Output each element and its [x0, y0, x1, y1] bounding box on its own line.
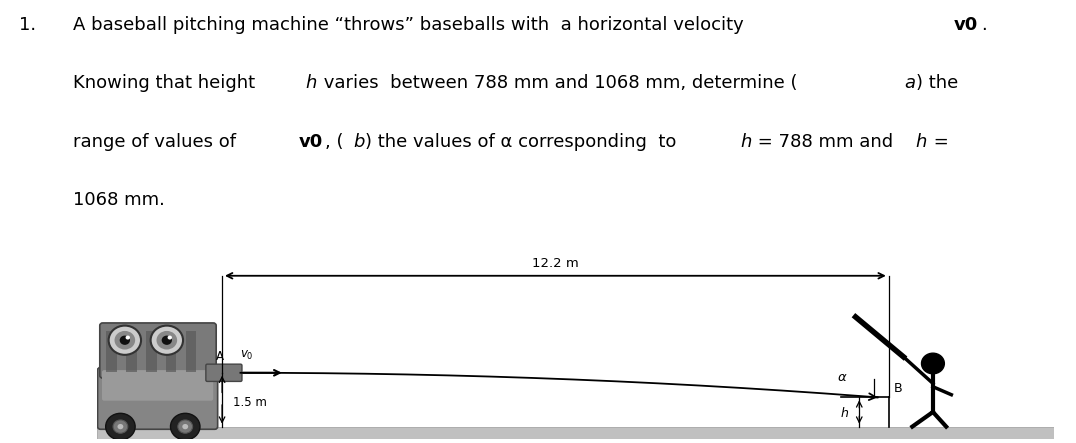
Text: ) the values of α corresponding  to: ) the values of α corresponding to: [365, 133, 682, 151]
Circle shape: [921, 353, 945, 374]
FancyBboxPatch shape: [98, 368, 217, 429]
Text: A: A: [216, 350, 224, 363]
Circle shape: [105, 413, 136, 440]
Bar: [186, 331, 196, 372]
Text: h: h: [916, 133, 928, 151]
Text: Knowing that height: Knowing that height: [73, 74, 261, 93]
Text: h: h: [840, 407, 849, 420]
Bar: [97, 427, 1054, 439]
Circle shape: [113, 420, 128, 433]
Text: b: b: [353, 133, 365, 151]
Circle shape: [117, 424, 124, 429]
Circle shape: [151, 326, 183, 355]
Circle shape: [178, 420, 193, 433]
FancyBboxPatch shape: [102, 370, 213, 400]
Text: $v_0$: $v_0$: [241, 349, 254, 362]
Circle shape: [182, 424, 188, 429]
Bar: [166, 331, 176, 372]
Text: 1.: 1.: [19, 16, 37, 34]
Circle shape: [156, 331, 178, 350]
Text: α: α: [837, 371, 846, 384]
Text: a: a: [904, 74, 915, 93]
Circle shape: [119, 336, 130, 345]
Circle shape: [109, 326, 141, 355]
Text: h: h: [740, 133, 752, 151]
Bar: [146, 331, 156, 372]
FancyBboxPatch shape: [100, 323, 216, 378]
Text: 1068 mm.: 1068 mm.: [73, 191, 165, 210]
Circle shape: [126, 336, 130, 340]
Circle shape: [168, 336, 172, 340]
Text: v0: v0: [299, 133, 324, 151]
Text: v0: v0: [953, 16, 978, 34]
FancyBboxPatch shape: [206, 364, 242, 381]
Text: .: .: [981, 16, 987, 34]
Text: ) the: ) the: [916, 74, 958, 93]
Text: A baseball pitching machine “throws” baseballs with  a horizontal velocity: A baseball pitching machine “throws” bas…: [73, 16, 750, 34]
Text: 1.5 m: 1.5 m: [233, 396, 267, 408]
Text: range of values of: range of values of: [73, 133, 242, 151]
Circle shape: [114, 331, 136, 350]
Text: = 788 mm and: = 788 mm and: [752, 133, 900, 151]
Bar: [107, 331, 116, 372]
Text: 12.2 m: 12.2 m: [532, 257, 579, 270]
Text: varies  between 788 mm and 1068 mm, determine (: varies between 788 mm and 1068 mm, deter…: [318, 74, 798, 93]
Circle shape: [170, 413, 200, 440]
Text: B: B: [894, 382, 903, 395]
Bar: [126, 331, 137, 372]
Text: , (: , (: [325, 133, 343, 151]
Text: h: h: [306, 74, 317, 93]
Text: =: =: [928, 133, 948, 151]
Circle shape: [161, 336, 172, 345]
